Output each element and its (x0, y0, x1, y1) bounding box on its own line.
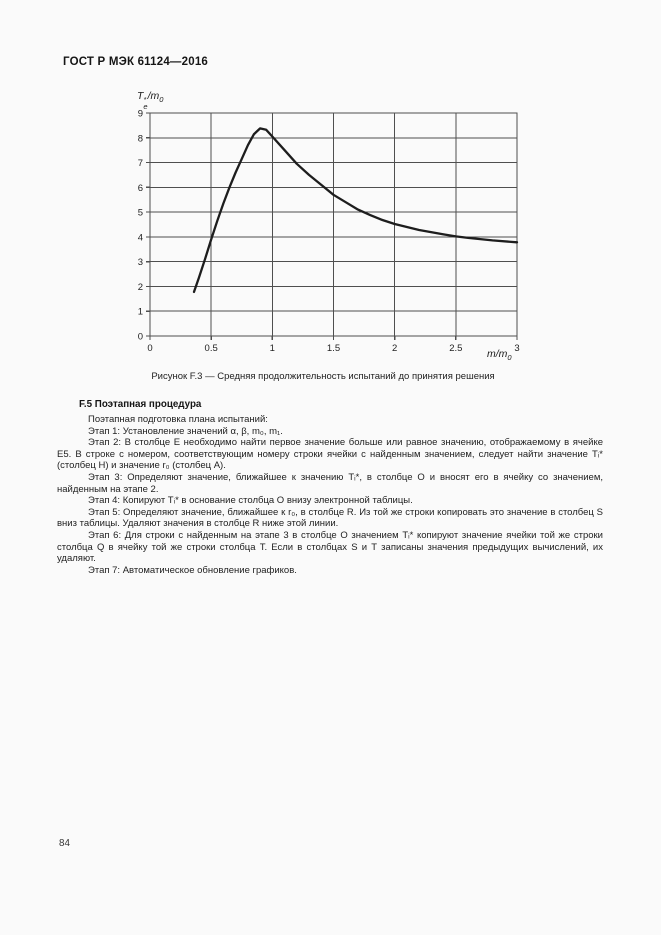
page-number: 84 (59, 838, 70, 849)
y-tick-label: 7 (138, 158, 143, 169)
section-heading: F.5 Поэтапная процедура (79, 399, 202, 410)
y-tick-label: 2 (138, 282, 143, 293)
paragraph: Этап 5: Определяют значение, ближайшее к… (57, 506, 603, 530)
paragraph: Этап 2: В столбце Е необходимо найти пер… (57, 437, 603, 472)
x-tick-label: 2 (392, 343, 397, 354)
figure-caption: Рисунок F.3 — Средняя продолжительность … (151, 371, 495, 382)
y-tick-label: 1 (138, 307, 143, 318)
paragraph: Этап 1: Установление значений α, β, m₀, … (88, 425, 283, 437)
y-tick-label: 6 (138, 183, 143, 194)
paragraph: Поэтапная подготовка плана испытаний: (88, 414, 268, 425)
y-tick-label: 0 (138, 332, 143, 343)
x-tick-label: 0.5 (205, 343, 218, 354)
data-curve (192, 127, 519, 294)
paragraph: Этап 4: Копируют Tᵢ* в основание столбца… (88, 495, 413, 507)
y-tick-label: 3 (138, 257, 143, 268)
x-tick-label: 1.5 (327, 343, 340, 354)
y-axis-label: T * e/m0 (137, 90, 164, 111)
x-tick-label: 3 (514, 343, 519, 354)
x-axis-label: m/m0 (487, 348, 512, 363)
y-tick-label: 8 (138, 133, 143, 144)
paragraph: Этап 3: Определяют значение, ближайшее к… (57, 471, 603, 495)
y-tick-label: 4 (138, 232, 143, 243)
section-body: Поэтапная подготовка плана испытаний: Эт… (57, 414, 603, 576)
paragraph: Этап 7: Автоматическое обновление график… (88, 564, 297, 576)
y-tick-label: 9 (138, 109, 143, 120)
x-tick-label: 1 (270, 343, 275, 354)
x-tick-label: 2.5 (449, 343, 462, 354)
y-tick-label: 5 (138, 208, 143, 219)
line-chart: 0 1 2 3 4 5 6 7 8 9 0 0.5 1 1.5 2 2.5 3 (138, 109, 520, 355)
x-tick-label: 0 (147, 343, 152, 354)
document-title: ГОСТ Р МЭК 61124—2016 (63, 56, 209, 68)
paragraph: Этап 6: Для строки с найденным на этапе … (57, 529, 603, 565)
